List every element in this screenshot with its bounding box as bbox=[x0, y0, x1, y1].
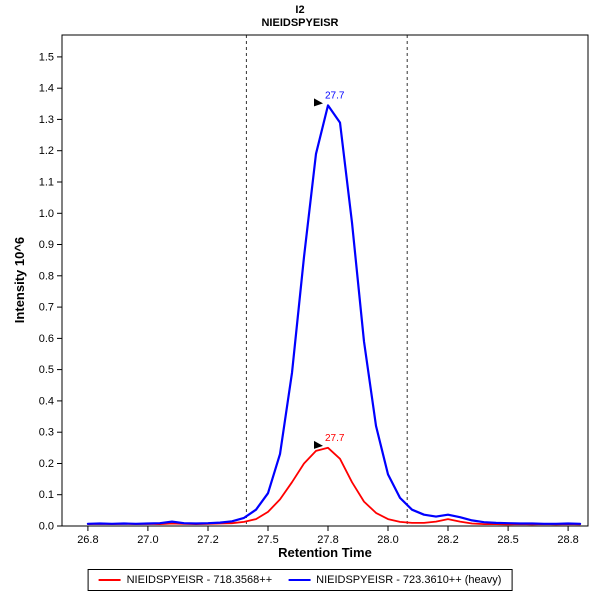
x-tick-label: 28.8 bbox=[557, 534, 578, 546]
y-tick-label: 0.7 bbox=[39, 302, 54, 314]
x-tick-label: 27.2 bbox=[197, 534, 218, 546]
y-tick-label: 0.2 bbox=[39, 458, 54, 470]
chart-title: I2 bbox=[295, 4, 305, 16]
legend-item-heavy: NIEIDSPYEISR - 723.3610++ (heavy) bbox=[288, 574, 501, 586]
peak-rt-label: 27.7 bbox=[325, 433, 345, 444]
series-line-0[interactable] bbox=[87, 446, 581, 526]
y-tick-label: 1.5 bbox=[39, 51, 54, 63]
legend-label-light: NIEIDSPYEISR - 718.3568++ bbox=[126, 574, 273, 586]
x-tick-label: 28.5 bbox=[497, 534, 518, 546]
x-tick-label: 28.0 bbox=[377, 534, 398, 546]
x-tick-label: 27.8 bbox=[317, 534, 338, 546]
x-tick-label: 27.0 bbox=[137, 534, 158, 546]
plot-frame bbox=[61, 34, 589, 527]
x-tick-label: 27.5 bbox=[257, 534, 278, 546]
y-tick-label: 1.4 bbox=[39, 83, 54, 95]
red-line-swatch-icon bbox=[98, 579, 121, 581]
legend: NIEIDSPYEISR - 718.3568++ NIEIDSPYEISR -… bbox=[87, 569, 513, 591]
y-tick-label: 0.8 bbox=[39, 270, 54, 282]
y-tick-label: 0.1 bbox=[39, 489, 54, 501]
y-tick-label: 0.9 bbox=[39, 239, 54, 251]
x-axis-label: Retention Time bbox=[278, 545, 372, 560]
x-tick-label: 26.8 bbox=[77, 534, 98, 546]
y-tick-label: 0.5 bbox=[39, 364, 54, 376]
x-tick-label: 28.2 bbox=[437, 534, 458, 546]
y-tick-label: 0.6 bbox=[39, 333, 54, 345]
y-tick-label: 1.2 bbox=[39, 145, 54, 157]
y-tick-label: 1.0 bbox=[39, 208, 54, 220]
legend-label-heavy: NIEIDSPYEISR - 723.3610++ (heavy) bbox=[316, 574, 502, 586]
blue-line-swatch-icon bbox=[288, 579, 311, 581]
peak-arrow-icon bbox=[314, 440, 324, 449]
series-line-1[interactable] bbox=[86, 104, 582, 525]
y-tick-label: 1.1 bbox=[39, 177, 54, 189]
y-tick-label: 0.3 bbox=[39, 427, 54, 439]
legend-item-light: NIEIDSPYEISR - 718.3568++ bbox=[98, 574, 273, 586]
y-tick-label: 0.0 bbox=[39, 521, 54, 533]
peak-rt-label: 27.7 bbox=[325, 90, 345, 101]
y-tick-label: 1.3 bbox=[39, 114, 54, 126]
chart-subtitle: NIEIDSPYEISR bbox=[261, 17, 339, 29]
y-tick-label: 0.4 bbox=[39, 395, 54, 407]
y-axis-label: Intensity 10^6 bbox=[12, 236, 27, 324]
peak-arrow-icon bbox=[314, 98, 324, 107]
